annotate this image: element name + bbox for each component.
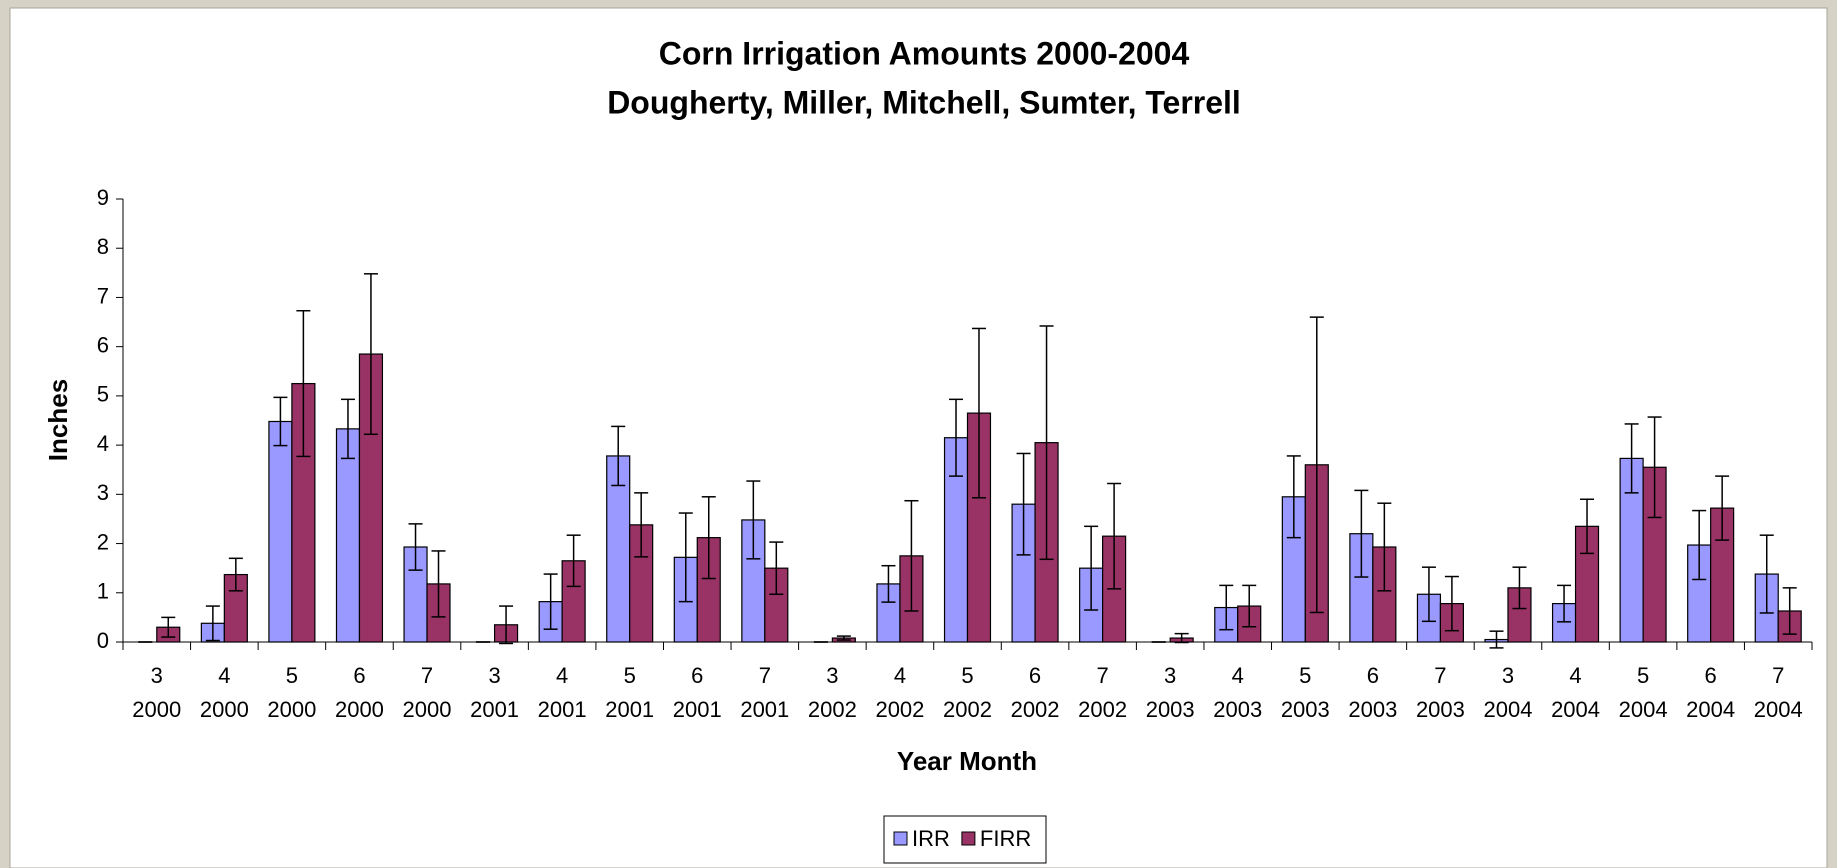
y-tick-label: 7: [97, 283, 109, 308]
x-tick-label: 5: [1299, 663, 1311, 688]
x-tick-label: 2001: [470, 697, 519, 722]
x-tick-label: 6: [691, 663, 703, 688]
x-tick-label: 2002: [808, 697, 857, 722]
x-tick-label: 7: [1434, 663, 1446, 688]
x-tick-label: 7: [759, 663, 771, 688]
x-tick-label: 2000: [267, 697, 316, 722]
x-tick-label: 2001: [605, 697, 654, 722]
x-tick-label: 2003: [1213, 697, 1262, 722]
x-tick-label: 2004: [1686, 697, 1735, 722]
x-tick-label: 2003: [1416, 697, 1465, 722]
x-tick-label: 4: [1232, 663, 1244, 688]
y-tick-label: 6: [97, 332, 109, 357]
x-tick-label: 2002: [875, 697, 924, 722]
x-tick-label: 2002: [943, 697, 992, 722]
x-tick-label: 2001: [740, 697, 789, 722]
y-tick-label: 8: [97, 234, 109, 259]
x-tick-label: 2000: [403, 697, 452, 722]
x-tick-label: 3: [1502, 663, 1514, 688]
x-tick-label: 3: [1164, 663, 1176, 688]
x-tick-label: 6: [1705, 663, 1717, 688]
x-tick-label: 4: [556, 663, 568, 688]
x-tick-label: 4: [1569, 663, 1581, 688]
x-tick-label: 6: [1367, 663, 1379, 688]
x-tick-label: 5: [286, 663, 298, 688]
x-tick-label: 6: [353, 663, 365, 688]
x-tick-label: 4: [218, 663, 230, 688]
y-axis-label: Inches: [43, 379, 73, 461]
x-tick-label: 2001: [538, 697, 587, 722]
y-tick-label: 0: [97, 628, 109, 653]
x-tick-label: 3: [488, 663, 500, 688]
x-axis-label: Year Month: [897, 746, 1037, 776]
x-tick-label: 2003: [1146, 697, 1195, 722]
x-tick-label: 7: [1772, 663, 1784, 688]
y-tick-label: 2: [97, 529, 109, 554]
bar: [335, 428, 361, 643]
chart-subtitle: Dougherty, Miller, Mitchell, Sumter, Ter…: [607, 84, 1241, 120]
x-tick-label: 3: [151, 663, 163, 688]
legend-label: IRR: [912, 826, 950, 851]
x-tick-label: 2000: [335, 697, 384, 722]
legend-swatch: [893, 831, 908, 846]
legend-label: FIRR: [980, 826, 1031, 851]
x-tick-label: 2003: [1348, 697, 1397, 722]
bar: [268, 420, 293, 643]
x-tick-label: 5: [1637, 663, 1649, 688]
x-tick-label: 5: [624, 663, 636, 688]
x-tick-label: 2000: [200, 697, 249, 722]
x-tick-label: 2002: [1078, 697, 1127, 722]
x-tick-label: 2004: [1484, 697, 1533, 722]
x-tick-label: 3: [826, 663, 838, 688]
x-tick-label: 7: [1096, 663, 1108, 688]
x-tick-label: 2001: [673, 697, 722, 722]
x-tick-label: 2004: [1619, 697, 1668, 722]
x-tick-label: 2003: [1281, 697, 1330, 722]
y-tick-label: 5: [97, 382, 109, 407]
y-tick-label: 1: [97, 579, 109, 604]
x-tick-label: 6: [1029, 663, 1041, 688]
x-tick-label: 2000: [132, 697, 181, 722]
legend-swatch: [961, 831, 976, 846]
x-tick-label: 7: [421, 663, 433, 688]
y-tick-label: 3: [97, 480, 109, 505]
x-tick-label: 2004: [1754, 697, 1803, 722]
y-tick-label: 9: [97, 185, 109, 210]
y-tick-label: 4: [97, 431, 109, 456]
chart-title: Corn Irrigation Amounts 2000-2004: [659, 35, 1190, 71]
x-tick-label: 4: [894, 663, 906, 688]
x-tick-label: 2002: [1011, 697, 1060, 722]
x-tick-label: 5: [961, 663, 973, 688]
x-tick-label: 2004: [1551, 697, 1600, 722]
